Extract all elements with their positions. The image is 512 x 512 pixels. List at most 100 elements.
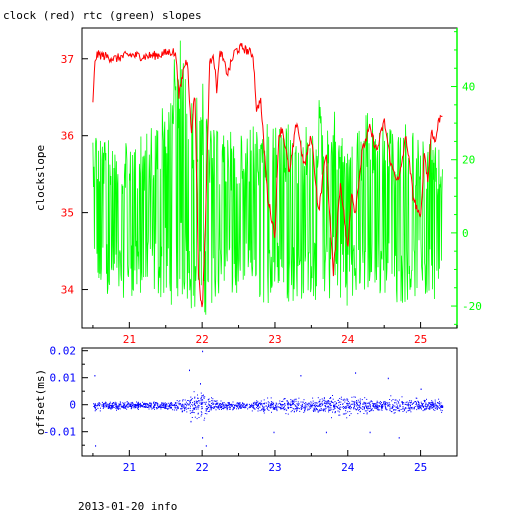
offset-point (239, 402, 241, 404)
offset-point (123, 407, 125, 409)
offset-point (293, 408, 295, 410)
offset-point (191, 417, 193, 418)
offset-point (270, 401, 272, 403)
offset-point (252, 407, 254, 408)
offset-point (247, 408, 249, 410)
offset-point (344, 407, 346, 409)
offset-point (326, 406, 328, 408)
offset-point (423, 399, 425, 401)
offset-point (353, 404, 355, 406)
offset-point (114, 403, 116, 405)
offset-point (320, 406, 322, 408)
offset-point (223, 406, 225, 408)
offset-point (328, 411, 330, 413)
offset-point (282, 400, 284, 402)
offset-point (295, 404, 297, 406)
offset-point (359, 405, 361, 407)
offset-point (197, 406, 199, 408)
offset-point (137, 407, 139, 408)
offset-point (252, 404, 254, 406)
clockslope-y-axis: 34 35 36 37 (61, 53, 88, 297)
offset-point (387, 405, 389, 407)
offset-point (192, 402, 194, 404)
offset-point (391, 408, 393, 409)
offset-point (167, 408, 169, 410)
offset-point (237, 405, 239, 407)
offset-point (410, 407, 412, 409)
offset-point (313, 407, 315, 409)
offset-point (193, 404, 195, 405)
offset-point (126, 406, 128, 408)
offset-point (337, 408, 339, 409)
offset-point (378, 408, 380, 410)
offset-point (95, 403, 96, 405)
offset-point (217, 402, 219, 404)
offset-point (171, 407, 173, 409)
offset-point (315, 408, 317, 410)
offset-point (405, 407, 407, 409)
offset-point (203, 396, 205, 398)
offset-point (334, 412, 336, 414)
offset-point (206, 405, 208, 407)
offset-point (182, 399, 184, 401)
offset-point (310, 406, 312, 408)
offset-point (397, 410, 399, 412)
offset-point (403, 408, 405, 410)
offset-point (182, 407, 184, 409)
offset-point (425, 403, 427, 405)
offset-point (142, 401, 144, 403)
offset-point (427, 404, 429, 406)
offset-point (437, 406, 439, 408)
offset-point (116, 408, 118, 410)
offset-point (172, 404, 174, 406)
offset-point (165, 405, 167, 407)
offset-point (377, 405, 379, 407)
offset-point (322, 403, 324, 405)
offset-point (300, 404, 302, 406)
offset-point (220, 403, 222, 405)
offset-point (135, 403, 137, 405)
offset-point (299, 410, 301, 412)
offset-point (126, 408, 128, 410)
offset-point (270, 407, 272, 409)
offset-point (122, 406, 124, 408)
offset-point (345, 399, 347, 401)
offset-point (359, 400, 361, 402)
offset-point (197, 404, 199, 406)
offset-point (209, 404, 211, 406)
offset-point (144, 406, 145, 407)
offset-point (401, 396, 403, 398)
offset-point (189, 403, 191, 405)
offset-point (286, 409, 288, 411)
offset-point (293, 410, 295, 412)
offset-point (429, 405, 431, 407)
offset-point (106, 404, 108, 406)
offset-point (313, 411, 315, 412)
footer-caption: 2013-01-20 info (78, 500, 177, 512)
offset-point (150, 402, 152, 404)
offset-point (300, 409, 302, 410)
offset-x-tick-label: 21 (123, 461, 136, 474)
offset-point (201, 396, 203, 398)
offset-point (393, 409, 395, 411)
offset-point (211, 400, 213, 402)
offset-point (314, 404, 316, 406)
offset-point (316, 407, 318, 409)
offset-point (242, 403, 243, 405)
offset-point (116, 405, 118, 407)
offset-point (201, 412, 203, 414)
offset-point (308, 409, 310, 411)
offset-point (207, 399, 209, 401)
offset-point (141, 405, 143, 407)
offset-point (429, 402, 431, 404)
offset-point (389, 399, 391, 400)
offset-point (274, 404, 276, 406)
offset-point (206, 407, 208, 409)
offset-point (221, 407, 223, 409)
offset-point (314, 403, 316, 405)
offset-point (394, 399, 396, 401)
offset-point (333, 406, 334, 408)
offset-point (116, 402, 118, 404)
offset-point (205, 445, 207, 447)
offset-point (366, 407, 368, 409)
